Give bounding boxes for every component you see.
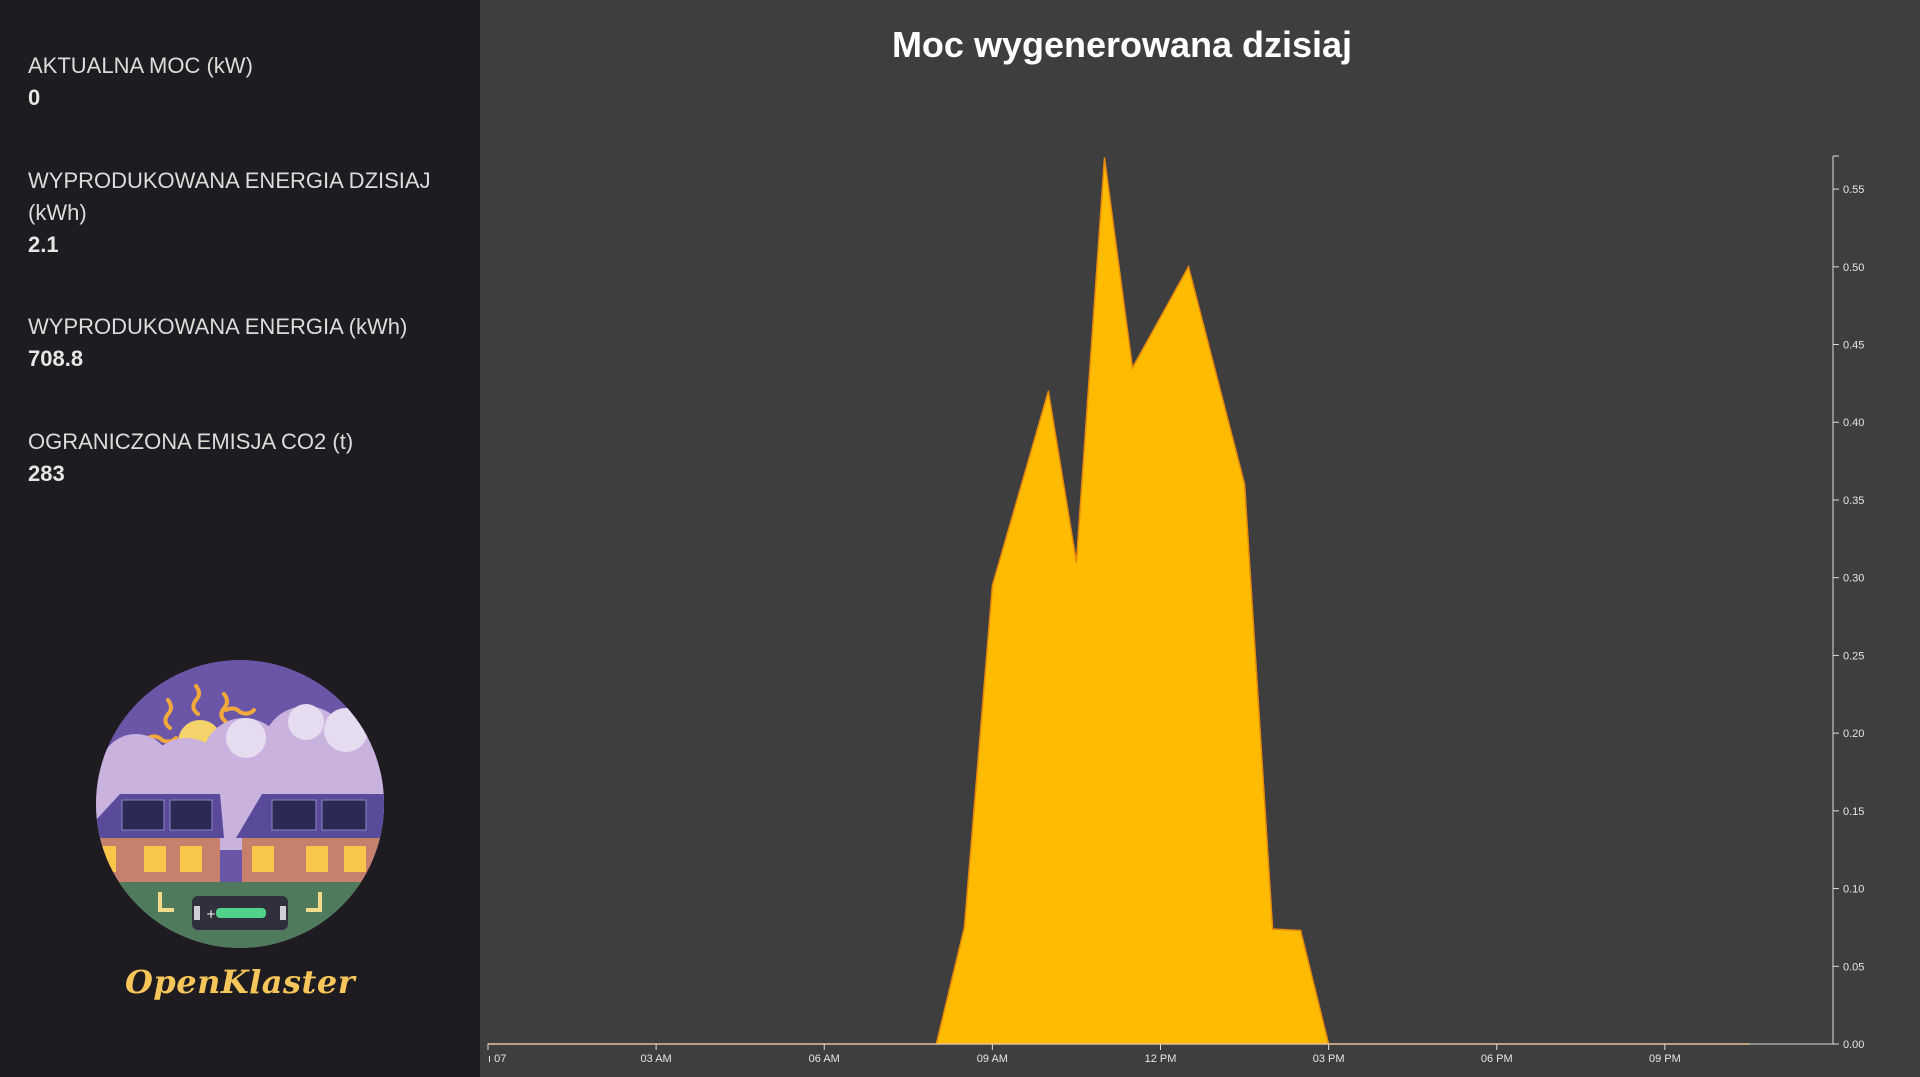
x-tick-label: 12 PM <box>1145 1053 1177 1065</box>
y-tick-label: 0.35 <box>1843 495 1864 507</box>
svg-text:+: + <box>206 907 216 921</box>
data-point <box>1047 390 1050 392</box>
y-tick-label: 0.40 <box>1843 417 1864 429</box>
data-point <box>991 584 994 587</box>
x-tick-label: 09 AM <box>977 1053 1008 1065</box>
stat-current-power: AKTUALNA MOC (kW) 0 <box>28 50 448 114</box>
stat-label: OGRANICZONA EMISJA CO2 (t) <box>28 429 354 454</box>
data-point <box>963 926 966 929</box>
x-tick-label: 03 PM <box>1313 1053 1345 1065</box>
solar-houses-logo-icon: + <box>96 660 384 948</box>
data-point <box>1243 483 1246 486</box>
x-tick-label: ı 07 <box>488 1053 506 1065</box>
stat-value: 708.8 <box>28 346 84 371</box>
data-point <box>1103 157 1106 159</box>
chart-panel: Moc wygenerowana dzisiaj ı 07 03 AM 06 AM 0… <box>480 0 1920 1077</box>
y-tick-label: 0.45 <box>1843 340 1864 352</box>
stat-value: 283 <box>28 461 65 486</box>
y-tick-label: 0.25 <box>1843 650 1864 662</box>
y-tick-label: 0.20 <box>1843 728 1864 740</box>
y-tick-label: 0.05 <box>1843 961 1864 973</box>
x-tick-label: 06 PM <box>1481 1053 1513 1065</box>
data-point <box>1299 929 1302 932</box>
power-area-chart: ı 07 03 AM 06 AM 09 AM 12 PM 03 PM 06 PM 09 PM 0… <box>487 155 1864 1065</box>
stat-label: WYPRODUKOWANA ENERGIA DZISIAJ (kWh) <box>28 168 431 225</box>
y-tick-label: 0.50 <box>1843 262 1864 274</box>
stat-value: 0 <box>28 85 41 110</box>
data-point <box>1271 928 1274 930</box>
y-tick-label: 0.15 <box>1843 806 1864 818</box>
chart-title: Moc wygenerowana dzisiaj <box>891 24 1353 65</box>
stat-value: 2.1 <box>28 232 59 257</box>
y-tick-label: 0.10 <box>1843 884 1864 896</box>
stat-energy-total: WYPRODUKOWANA ENERGIA (kWh) 708.8 <box>28 311 448 375</box>
data-point <box>1075 561 1078 563</box>
stat-energy-today: WYPRODUKOWANA ENERGIA DZISIAJ (kWh) 2.1 <box>28 165 448 261</box>
stat-label: AKTUALNA MOC (kW) <box>28 53 253 78</box>
x-tick-label: 06 AM <box>809 1053 840 1065</box>
x-tick-label: 03 AM <box>641 1053 672 1065</box>
stat-co2-saved: OGRANICZONA EMISJA CO2 (t) 283 <box>28 426 448 490</box>
series-area <box>488 157 1749 1045</box>
y-tick-label: 0.30 <box>1843 573 1864 585</box>
x-tick-label: 09 PM <box>1649 1053 1681 1065</box>
data-point <box>1187 266 1190 268</box>
stat-label: WYPRODUKOWANA ENERGIA (kWh) <box>28 314 408 339</box>
brand-logo-text: OpenKlaster <box>124 963 356 1001</box>
y-tick-label: 0.00 <box>1843 1039 1864 1051</box>
data-point <box>1131 367 1134 369</box>
y-tick-label: 0.55 <box>1843 184 1864 196</box>
sidebar: AKTUALNA MOC (kW) 0 WYPRODUKOWANA ENERGI… <box>0 0 480 1077</box>
